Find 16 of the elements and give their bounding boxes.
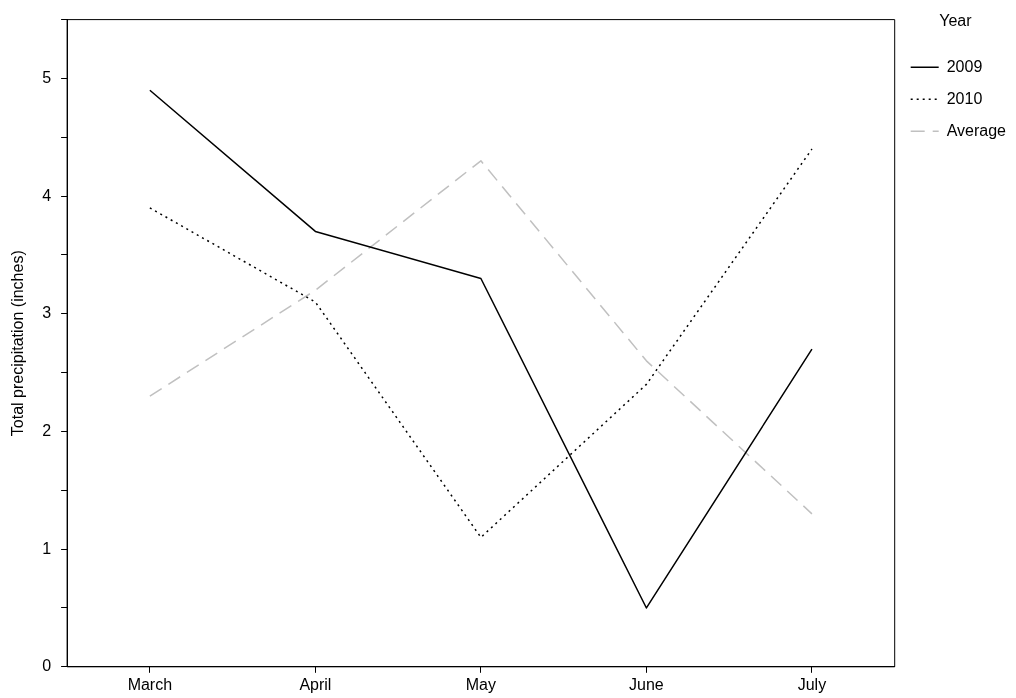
y-tick-label: 0 xyxy=(42,657,52,675)
x-tick-label: March xyxy=(127,675,173,693)
y-axis-title: Total precipitation (inches) xyxy=(9,250,27,437)
x-tick-label: April xyxy=(299,675,332,693)
legend-label: 2009 xyxy=(946,57,983,75)
y-tick-label: 2 xyxy=(42,421,52,439)
legend-label: 2010 xyxy=(946,89,983,107)
y-tick-label: 3 xyxy=(42,304,52,322)
legend-label: Average xyxy=(946,121,1007,139)
legend-title: Year xyxy=(939,12,973,30)
y-tick-label: 5 xyxy=(42,68,52,86)
x-tick-label: May xyxy=(465,675,497,693)
y-tick-label: 1 xyxy=(42,539,52,557)
x-tick-label: June xyxy=(629,675,664,693)
x-tick-label: July xyxy=(797,675,827,693)
y-tick-label: 4 xyxy=(42,186,52,204)
